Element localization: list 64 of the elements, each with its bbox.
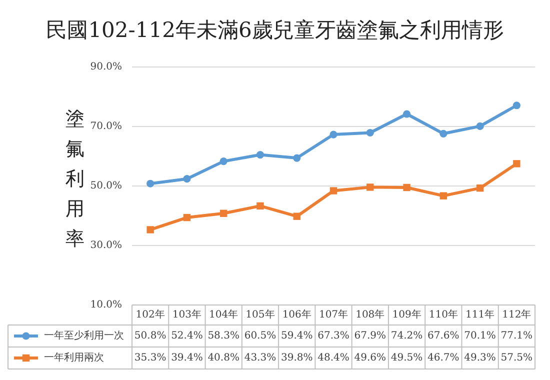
point bbox=[146, 226, 154, 234]
data-label: 70.1% bbox=[464, 330, 496, 342]
point bbox=[256, 150, 264, 159]
point bbox=[513, 160, 520, 168]
point bbox=[256, 202, 264, 210]
point bbox=[183, 214, 191, 222]
data-label: 43.3% bbox=[244, 352, 276, 364]
x-tick-label: 112年 bbox=[502, 308, 532, 320]
data-label: 49.6% bbox=[354, 352, 386, 364]
point bbox=[402, 110, 411, 118]
data-label: 50.8% bbox=[134, 330, 166, 342]
x-tick-label: 111年 bbox=[466, 308, 495, 320]
point bbox=[146, 180, 154, 188]
x-tick-label: 110年 bbox=[428, 308, 458, 320]
point bbox=[440, 130, 448, 138]
data-label: 67.3% bbox=[318, 330, 350, 342]
point bbox=[293, 212, 300, 220]
point bbox=[293, 154, 301, 162]
point bbox=[330, 187, 338, 194]
data-label: 60.5% bbox=[244, 330, 276, 342]
data-label: 40.8% bbox=[208, 352, 240, 364]
point bbox=[330, 130, 338, 138]
data-label: 74.2% bbox=[390, 330, 423, 342]
y-tick-label: 90.0% bbox=[90, 62, 122, 72]
y-tick-label: 50.0% bbox=[90, 180, 122, 192]
legend-label: 一年至少利用一次 bbox=[44, 330, 124, 342]
x-tick-label: 105年 bbox=[246, 308, 275, 320]
data-label: 49.5% bbox=[390, 352, 423, 364]
data-label: 57.5% bbox=[500, 352, 533, 364]
x-tick-label: 102年 bbox=[136, 308, 165, 320]
point bbox=[220, 210, 228, 217]
data-label: 39.8% bbox=[280, 352, 313, 364]
point bbox=[476, 122, 484, 130]
y-axis-title: 塗氟利用率 bbox=[66, 108, 84, 250]
data-label: 35.3% bbox=[134, 352, 166, 364]
point bbox=[403, 184, 410, 192]
point bbox=[476, 184, 484, 192]
point bbox=[366, 128, 374, 137]
data-label: 58.3% bbox=[208, 330, 240, 342]
point bbox=[366, 184, 374, 191]
point bbox=[440, 192, 448, 200]
chart-title: 民國102-112年未滿6歲兒童牙齒塗氟之利用情形 bbox=[46, 18, 504, 42]
point bbox=[183, 175, 191, 183]
data-label: 59.4% bbox=[280, 330, 313, 342]
point bbox=[512, 102, 520, 110]
x-tick-label: 108年 bbox=[356, 308, 385, 320]
data-label: 46.7% bbox=[428, 352, 460, 364]
y-tick-label: 10.0% bbox=[90, 300, 122, 310]
data-label: 48.4% bbox=[318, 352, 350, 364]
x-tick-label: 104年 bbox=[209, 308, 238, 320]
data-label: 67.9% bbox=[354, 330, 386, 342]
data-label: 77.1% bbox=[500, 330, 533, 342]
y-tick-label: 70.0% bbox=[90, 121, 122, 132]
data-label: 52.4% bbox=[171, 330, 203, 342]
data-label: 67.6% bbox=[428, 330, 460, 342]
y-tick-label: 30.0% bbox=[90, 240, 122, 251]
point bbox=[220, 158, 228, 166]
data-label: 49.3% bbox=[464, 352, 496, 364]
x-tick-label: 109年 bbox=[392, 308, 422, 320]
legend-label: 一年利用兩次 bbox=[44, 352, 104, 364]
x-tick-label: 106年 bbox=[282, 308, 312, 320]
x-tick-label: 103年 bbox=[172, 308, 202, 320]
x-tick-label: 107年 bbox=[318, 308, 348, 320]
data-label: 39.4% bbox=[171, 352, 203, 364]
